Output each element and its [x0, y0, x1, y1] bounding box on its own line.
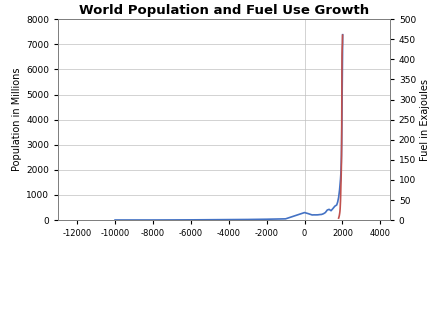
Title: World Population and Fuel Use Growth: World Population and Fuel Use Growth [79, 4, 369, 17]
Text: Energy Transitions: History, Requirements, Prospects.: Energy Transitions: History, Requirement… [72, 300, 376, 310]
Text: World population from US Census Bureau, overlaid with: World population from US Census Bureau, … [66, 249, 382, 259]
Y-axis label: Fuel in Exajoules: Fuel in Exajoules [420, 78, 430, 161]
Y-axis label: Population in Millions: Population in Millions [12, 68, 22, 171]
Text: fossil fuel use (red) by Vaclav Smil from: fossil fuel use (red) by Vaclav Smil fro… [111, 273, 337, 284]
